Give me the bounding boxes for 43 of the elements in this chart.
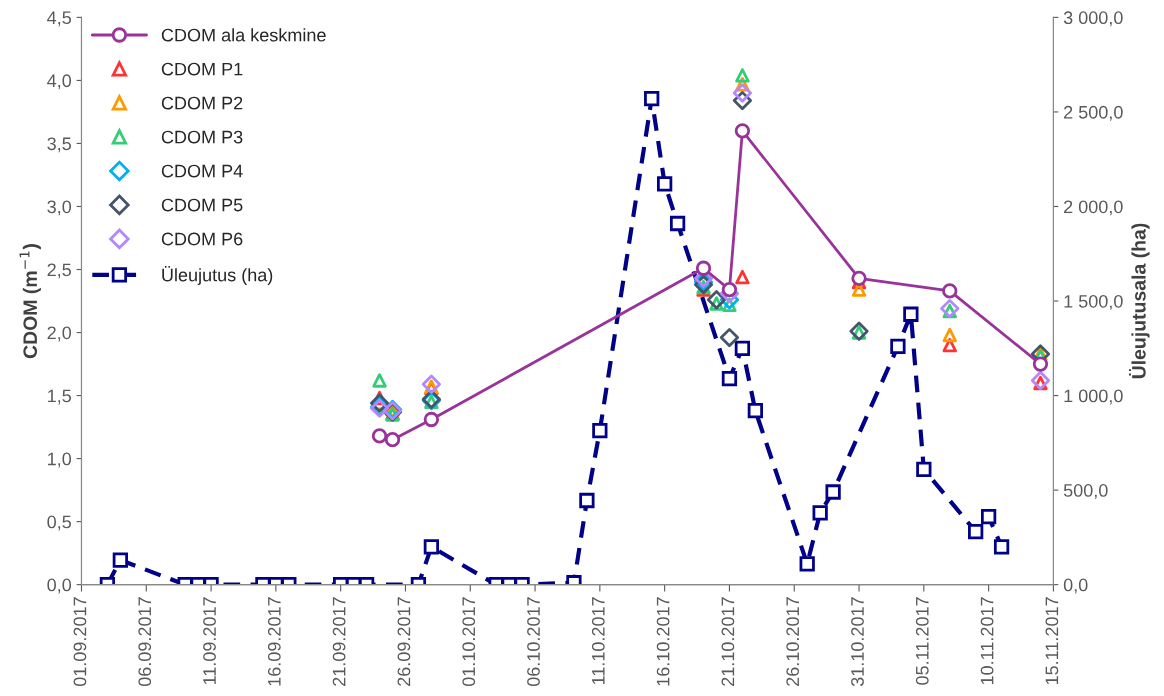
y-tick-label: 1,5 <box>48 389 71 405</box>
y2-tick-label: 1 000,0 <box>1064 389 1123 405</box>
y2-tick-label: 500,0 <box>1063 484 1108 499</box>
x-tick-label: 01.09.2017 <box>73 597 87 687</box>
x-tick-label: 31.10.2017 <box>851 597 864 687</box>
x-tick-label: 21.10.2017 <box>721 597 735 686</box>
y2-tick-label: 1 500,0 <box>1064 294 1123 310</box>
legend-label: CDOM P6 <box>161 232 243 246</box>
legend-label: CDOM P5 <box>161 198 243 212</box>
x-tick-label: 06.09.2017 <box>138 597 152 687</box>
legend-label: CDOM P3 <box>161 130 243 144</box>
x-tick-label: 26.09.2017 <box>397 597 411 686</box>
y-tick-label: 3,0 <box>47 200 72 216</box>
legend-label: CDOM P1 <box>161 62 243 76</box>
x-tick-label: 05.11.2017 <box>915 597 929 685</box>
legend-label: Üleujutus (ha) <box>162 266 273 285</box>
x-tick-label: 06.10.2017 <box>527 597 540 687</box>
y-tick-label: 1,0 <box>48 452 72 468</box>
legend-label: CDOM P2 <box>161 96 243 110</box>
y2-tick-label: 0,0 <box>1063 578 1088 594</box>
legend-label: CDOM ala keskmine <box>161 28 326 42</box>
y2-tick-label: 2 500,0 <box>1064 105 1123 121</box>
y-tick-label: 4,5 <box>47 11 71 27</box>
y-tick-label: 2,5 <box>47 263 71 279</box>
x-tick-label: 15.11.2017 <box>1045 597 1059 685</box>
x-tick-label: 01.10.2017 <box>462 597 476 687</box>
y-axis-title: CDOM (m$^{−1}$) <box>19 244 41 359</box>
x-tick-label: 10.11.2017 <box>980 597 994 685</box>
y-tick-label: 2,0 <box>47 326 72 342</box>
y2-tick-label: 3 000,0 <box>1063 11 1123 27</box>
y-tick-label: 3,5 <box>47 137 71 153</box>
y-tick-label: 0,0 <box>47 578 72 594</box>
x-tick-label: 16.10.2017 <box>656 597 670 686</box>
legend-label: CDOM P4 <box>161 164 243 178</box>
x-tick-label: 16.09.2017 <box>267 597 281 686</box>
y2-axis-title: Üleujutusala (ha) <box>1128 223 1150 379</box>
x-tick-label: 26.10.2017 <box>786 597 800 686</box>
y-tick-label: 0,5 <box>47 515 71 531</box>
y-tick-label: 4,0 <box>47 74 72 90</box>
x-tick-label: 21.09.2017 <box>332 597 346 686</box>
x-tick-label: 11.10.2017 <box>591 597 605 685</box>
y2-tick-label: 2 000,0 <box>1064 200 1123 216</box>
x-tick-label: 11.09.2017 <box>203 597 216 685</box>
